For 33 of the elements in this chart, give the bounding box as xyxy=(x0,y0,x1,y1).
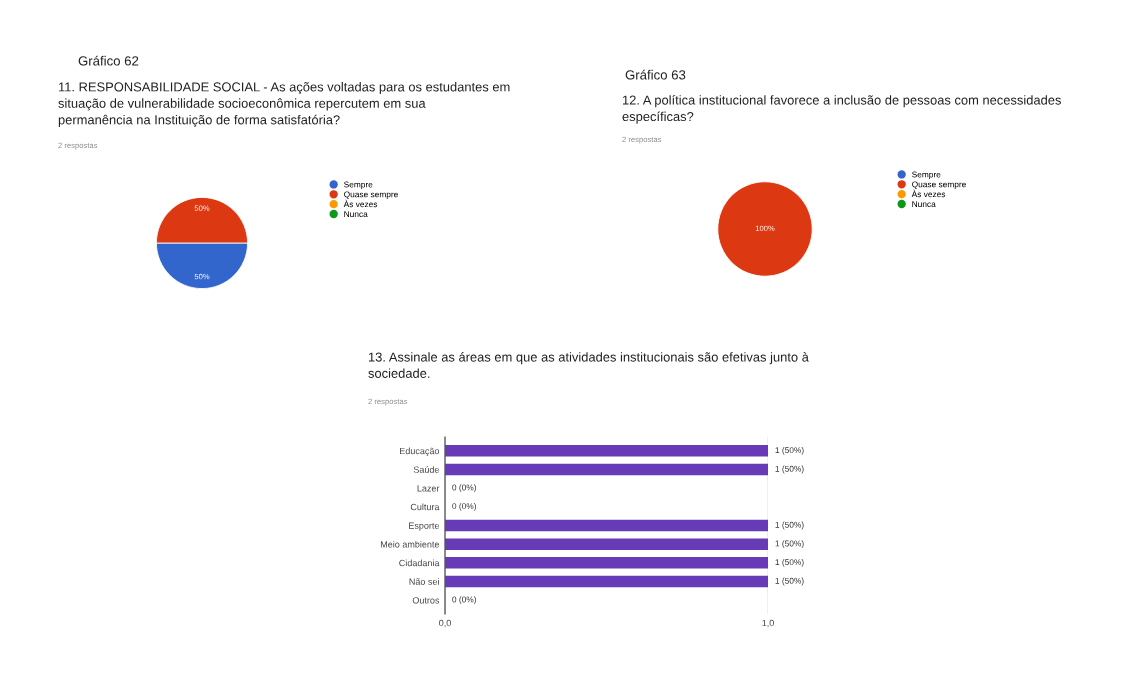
data-label: 1 (50%) xyxy=(775,521,804,530)
y-tick-label: Saúde xyxy=(413,466,440,473)
data-label: 1 (50%) xyxy=(775,558,804,567)
legend-label: Sempre xyxy=(344,181,373,190)
x-tick-label: 1,0 xyxy=(762,619,774,628)
legend-label: Nunca xyxy=(912,201,936,208)
legend-label: Quase sempre xyxy=(344,191,398,199)
text: Gráfico 62 xyxy=(78,55,139,66)
y-tick-label: Meio ambiente xyxy=(380,540,440,548)
text: Gráfico 63 xyxy=(625,69,686,80)
legend-label: Nunca xyxy=(344,211,368,218)
legend-label: Quase sempre xyxy=(912,181,966,189)
chart-title: 13. Assinale as áreas em que as atividades institucionais são efetivas junto à sociedade. xyxy=(368,352,809,378)
data-label: 1 (50%) xyxy=(775,446,804,455)
legend-label: Sempre xyxy=(912,171,941,180)
data-label: 1 (50%) xyxy=(775,577,804,586)
y-tick-label: Cultura xyxy=(410,503,440,511)
y-tick-label: Não sei xyxy=(409,578,439,585)
data-label: 0 (0%) xyxy=(452,596,476,605)
y-tick-label: Lazer xyxy=(417,485,440,492)
y-tick-label: Cidadania xyxy=(399,559,440,567)
data-label: 1 (50%) xyxy=(775,465,804,474)
y-tick-label: Esporte xyxy=(409,522,440,531)
data-label: 1 (50%) xyxy=(775,540,804,549)
data-label: 0 (0%) xyxy=(452,502,476,511)
legend-label: Às vezes xyxy=(911,189,946,198)
legend-label: Às vezes xyxy=(343,199,378,208)
y-tick-label: Educação xyxy=(400,447,440,457)
x-tick-label: 0,0 xyxy=(439,619,451,628)
data-label: 0 (0%) xyxy=(452,484,476,493)
chart-title: 12. A política institucional favorece a inclusão de pessoas com necessidades específicas? xyxy=(622,95,1061,124)
y-tick-label: Outros xyxy=(412,597,440,604)
chart-title: 11. RESPONSABILIDADE SOCIAL - As ações voltadas para os estudantes em situação de vulnerabilidade socioeconômica repercutem em sua permanência na Instituição de forma satisfatória? xyxy=(58,82,510,127)
